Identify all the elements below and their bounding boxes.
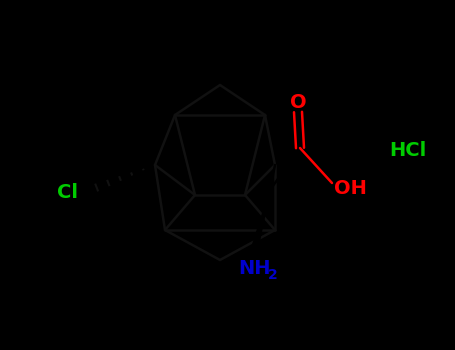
Text: 2: 2	[268, 268, 278, 282]
Text: Cl: Cl	[56, 182, 77, 202]
Text: HCl: HCl	[389, 140, 427, 160]
Text: NH: NH	[239, 259, 271, 279]
Text: OH: OH	[334, 178, 366, 197]
Polygon shape	[250, 190, 270, 256]
Text: O: O	[290, 92, 306, 112]
